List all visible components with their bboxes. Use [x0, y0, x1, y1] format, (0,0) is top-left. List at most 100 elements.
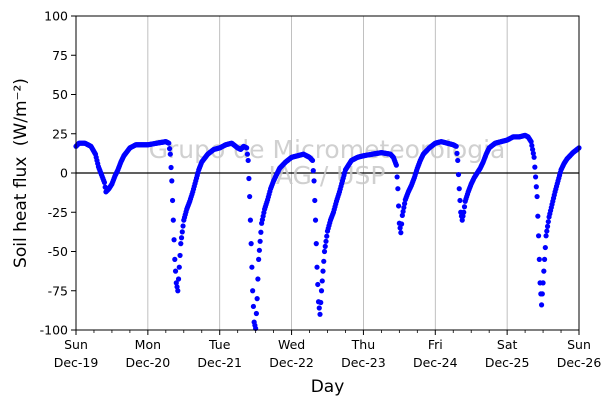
y-tick-label: -25 — [48, 205, 68, 220]
data-point — [247, 217, 253, 223]
data-point — [460, 213, 466, 219]
data-point — [324, 233, 330, 239]
data-point — [321, 258, 327, 264]
data-point — [177, 252, 183, 259]
data-point — [172, 268, 179, 274]
data-point — [245, 157, 251, 164]
data-point — [172, 256, 178, 262]
data-point — [250, 303, 256, 310]
data-point — [254, 296, 260, 302]
y-axis-label-unit: (W/m⁻²) — [11, 78, 31, 146]
data-point — [455, 171, 462, 178]
watermark-line-1: Grupo de Micrometeorologia — [149, 135, 506, 164]
data-point — [257, 238, 263, 244]
data-point — [459, 217, 465, 223]
data-point — [534, 193, 540, 200]
data-point — [311, 178, 317, 184]
data-point — [535, 233, 542, 239]
data-point — [545, 219, 551, 225]
y-tick-label: -100 — [40, 323, 68, 338]
data-point — [538, 302, 545, 308]
data-point — [175, 288, 181, 294]
data-point — [312, 197, 318, 204]
x-tick-label-date: Dec-19 — [54, 355, 99, 370]
data-point — [541, 268, 547, 274]
data-point — [539, 291, 545, 297]
y-tick-label: 25 — [52, 126, 68, 141]
data-point — [323, 238, 329, 244]
x-tick-label-day: Sat — [497, 337, 518, 352]
data-point — [176, 264, 182, 270]
data-point — [542, 244, 548, 251]
data-point — [244, 151, 251, 157]
data-point — [309, 157, 316, 164]
data-point — [454, 150, 460, 156]
data-point — [170, 217, 176, 223]
y-tick-label: 50 — [52, 87, 68, 102]
data-point — [461, 209, 467, 215]
data-point — [317, 311, 323, 317]
data-point — [244, 145, 250, 151]
x-tick-label-date: Dec-21 — [197, 355, 242, 370]
x-tick-label-day: Wed — [278, 337, 305, 352]
data-point — [453, 143, 459, 149]
data-point — [396, 203, 402, 209]
watermark: Grupo de Micrometeorologia IAG / USP — [149, 135, 506, 190]
data-point — [400, 208, 406, 215]
data-point — [544, 228, 550, 234]
y-axis-ticks: -100 -75 -50 -25 0 25 50 75 100 — [40, 9, 76, 338]
data-point — [250, 288, 256, 294]
data-point — [256, 247, 262, 253]
data-point — [246, 175, 252, 182]
data-point — [455, 157, 461, 164]
data-point — [402, 201, 408, 207]
data-point — [248, 241, 254, 247]
data-point — [541, 256, 548, 262]
data-point — [528, 139, 534, 145]
data-points — [73, 132, 582, 332]
data-point — [313, 241, 319, 247]
data-point — [320, 268, 326, 274]
data-point — [175, 276, 182, 282]
x-tick-label-date: Dec-25 — [485, 355, 530, 370]
x-tick-label-day: Sun — [64, 337, 88, 352]
x-tick-label-date: Dec-20 — [126, 355, 171, 370]
data-point — [533, 184, 539, 190]
x-tick-label-day: Tue — [208, 337, 231, 352]
x-tick-label-day: Mon — [135, 337, 161, 352]
data-point — [258, 229, 264, 235]
x-tick-label-day: Fri — [428, 337, 443, 352]
y-tick-label: -75 — [48, 283, 68, 298]
data-point — [394, 174, 400, 180]
data-point — [318, 299, 324, 306]
data-point — [530, 150, 536, 156]
x-tick-label-date: Dec-23 — [341, 355, 386, 370]
data-point — [171, 237, 177, 243]
data-point — [315, 281, 321, 288]
data-point — [169, 178, 175, 184]
data-point — [318, 288, 325, 294]
data-point — [529, 146, 536, 153]
data-point — [532, 174, 539, 180]
data-point — [314, 264, 320, 270]
x-tick-label-day: Sun — [567, 337, 591, 352]
x-tick-label-date: Dec-24 — [413, 355, 458, 370]
data-point — [456, 186, 462, 192]
x-tick-label-date: Dec-26 — [557, 355, 602, 370]
data-point — [179, 229, 185, 235]
data-point — [399, 212, 405, 218]
data-point — [393, 162, 399, 168]
data-point — [529, 142, 535, 149]
data-point — [256, 256, 262, 262]
data-point — [535, 213, 541, 219]
data-point — [249, 264, 255, 270]
y-axis-label: Soil heat flux (W/m⁻²) — [11, 78, 31, 268]
data-point — [178, 241, 184, 247]
data-point — [316, 305, 322, 311]
data-point — [397, 225, 403, 231]
data-point — [168, 164, 174, 171]
x-tick-label-day: Thu — [351, 337, 375, 352]
data-point — [247, 193, 253, 200]
